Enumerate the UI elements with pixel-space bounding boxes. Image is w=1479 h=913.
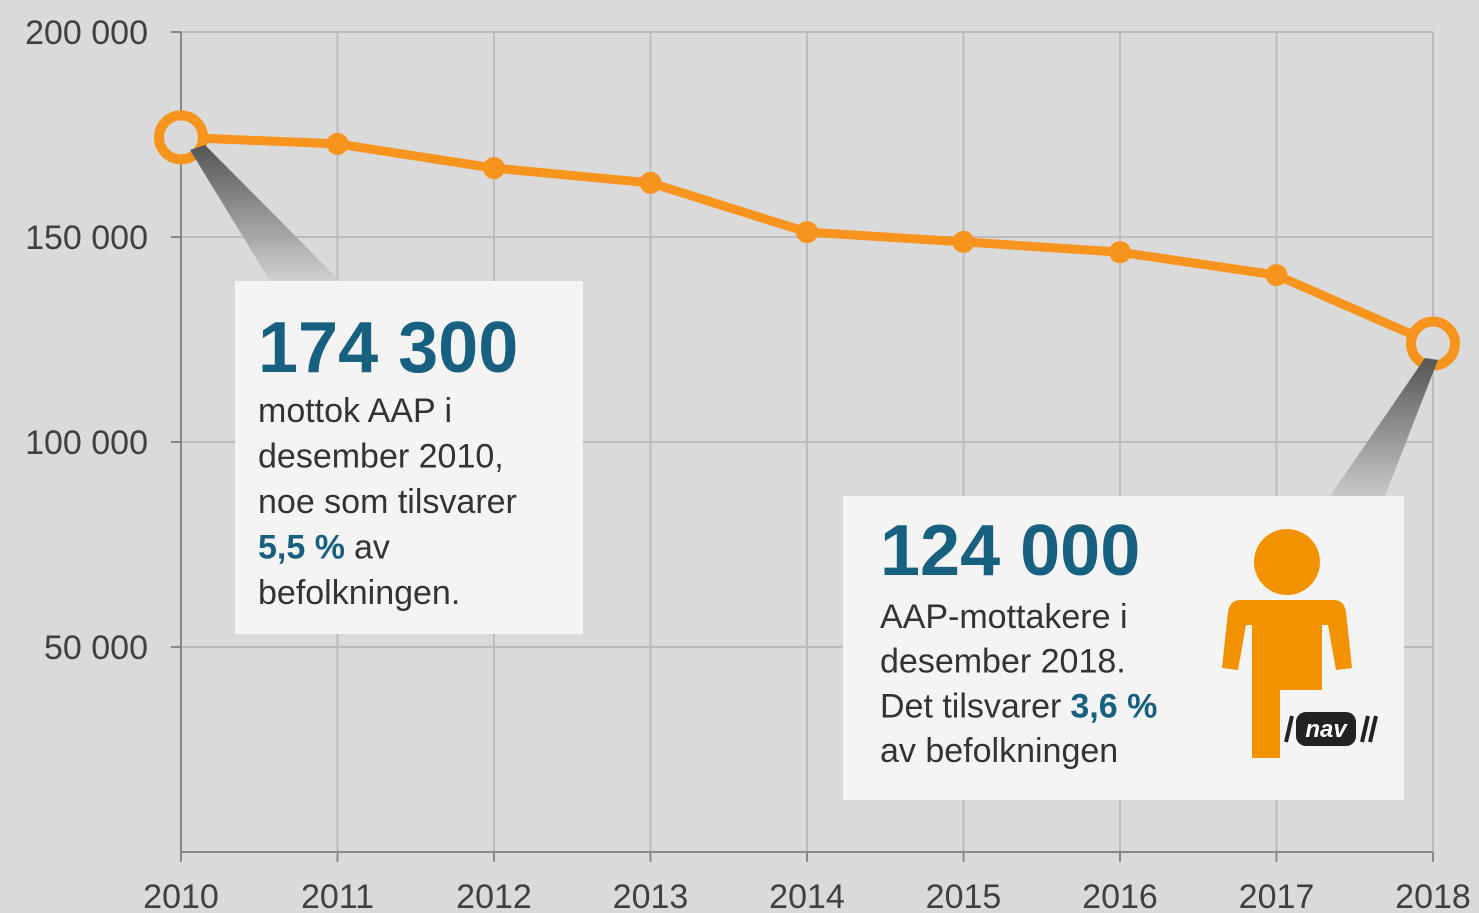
point [639,171,662,194]
x-tick-label: 2013 [613,878,689,913]
x-tick-label: 2011 [301,878,374,913]
x-tick-label: 2017 [1239,878,1315,913]
value-label: 124 000 [880,511,1140,591]
annotation-text: av befolkningen [880,732,1118,770]
person-icon: nav [1218,529,1378,762]
annotation-line: Det tilsvarer 3,6 % [880,687,1157,725]
annotation-line: AAP-mottakere i [880,598,1128,636]
point [796,221,818,244]
point [1406,316,1460,371]
highlight: 3,6 % [1070,687,1157,725]
annotation-line: desember 2010, [258,438,504,476]
x-tick-label: 2012 [456,878,532,913]
icon-body [1222,600,1352,758]
highlight: 5,5 % [258,529,345,567]
annotation-line: 5,5 % av [258,529,390,567]
annotation-line: mottok AAP i [258,392,452,430]
annotation-text: desember 2018. [880,643,1126,681]
annotation-text: noe som tilsvarer [258,483,517,521]
point [952,230,975,253]
logo-plaque [1296,712,1356,746]
point [483,157,505,180]
x-tick-label: 2015 [926,878,1002,913]
logo-slash [1284,715,1294,743]
y-tick-label: 50 000 [44,629,148,667]
annotation-line: noe som tilsvarer [258,483,517,521]
annotation-box [235,281,583,634]
annotation-text: av [354,529,390,567]
annotation-text: AAP-mottakere i [880,598,1128,636]
y-tick-label: 200 000 [25,14,148,52]
logo-slash [1368,715,1378,743]
y-tick-label: 150 000 [25,219,148,257]
logo-slash [1360,715,1370,743]
callout-pointer [1330,358,1438,496]
y-tick-label: 100 000 [25,424,148,462]
series [154,110,1460,371]
annotations: 174 300 124 000 mottok AAP i desember 2010,… [258,308,1157,770]
x-tick-label: 2018 [1395,878,1471,913]
logo-text: nav [1305,716,1348,743]
annotation-text: mottok AAP i [258,392,452,430]
icon-head [1254,529,1320,595]
annotation-text: desember 2010, [258,438,504,476]
x-tick-label: 2010 [143,878,219,913]
point [1109,241,1131,264]
annotation-line: befolkningen. [258,574,460,612]
x-tick-label: 2016 [1082,878,1158,913]
value-label: 174 300 [258,308,518,388]
annotation-line: av befolkningen [880,732,1118,770]
annotation-text: Det tilsvarer [880,687,1061,725]
x-tick-label: 2014 [769,878,845,913]
point [1265,264,1288,287]
annotation-line: desember 2018. [880,643,1126,681]
point [154,110,208,165]
point [326,132,349,155]
annotation-text: befolkningen. [258,574,460,612]
callout-pointer [190,145,340,281]
